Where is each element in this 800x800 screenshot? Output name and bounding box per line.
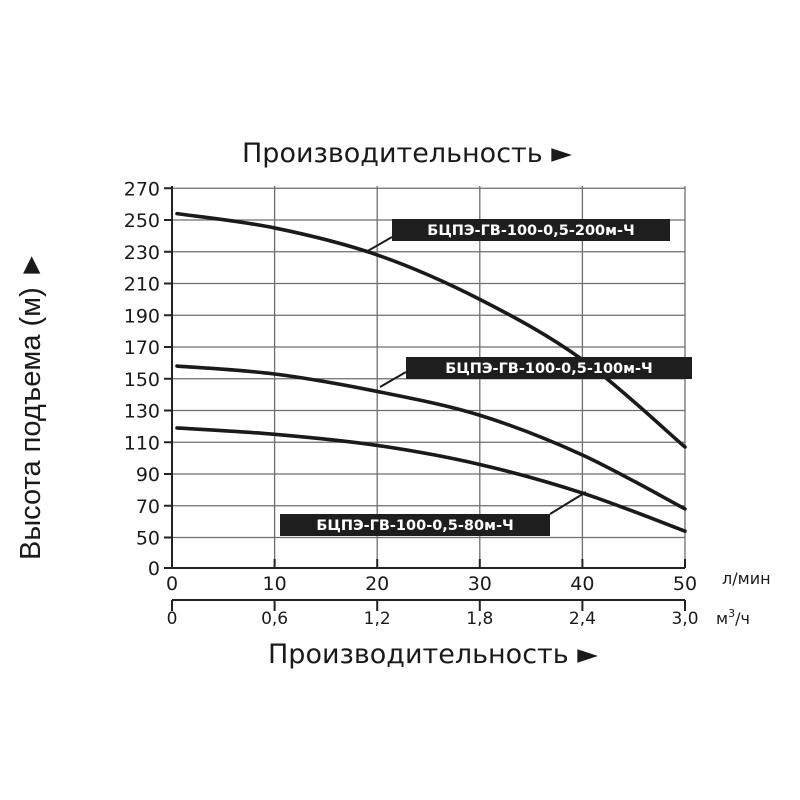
series-label-box-1 [392, 219, 670, 241]
y-tick-label: 110 [124, 432, 160, 454]
x2-unit-sup: 3 [728, 607, 735, 620]
axes [164, 186, 686, 611]
x-tick-label: 10 [263, 573, 287, 595]
x2-unit-base: м [716, 609, 728, 628]
x2-tick-label: 2,4 [569, 609, 596, 629]
x2-tick-label: 0 [167, 609, 178, 629]
series-label-1: БЦПЭ-ГВ-100-0,5-200м-Ч [427, 223, 634, 239]
x2-tick-label: 1,8 [466, 609, 493, 629]
x-unit-label: л/мин [722, 569, 771, 588]
x-tick-label: 40 [570, 573, 594, 595]
x2-tick-label: 0,6 [261, 609, 288, 629]
series-label-leader-3 [549, 491, 587, 515]
y-tick-label: 170 [124, 337, 160, 359]
x-tick-label: 50 [673, 573, 697, 595]
x2-unit-tail: /ч [735, 609, 750, 628]
series-label-leader-1 [365, 236, 393, 253]
x-tick-label: 0 [166, 573, 178, 595]
y-tick-label: 90 [136, 464, 160, 486]
series-label-2: БЦПЭ-ГВ-100-0,5-100м-Ч [445, 361, 652, 377]
y-tick-label: 130 [124, 401, 160, 423]
y-tick-label: 70 [136, 496, 160, 518]
series-label-box-2 [406, 357, 692, 379]
y-tick-label: 190 [124, 305, 160, 327]
x2-unit-label: м3/ч [716, 607, 750, 628]
x-tick-label: 20 [365, 573, 389, 595]
y-tick-label: 230 [124, 242, 160, 264]
series-line-1 [175, 211, 687, 449]
y-tick-labels: 0 50 70 90 110 130 150 170 190 210 230 250 270 [124, 178, 160, 580]
y-tick-label: 150 [124, 369, 160, 391]
y-tick-label: 50 [136, 528, 160, 550]
x2-tick-labels: 0 0,6 1,2 1,8 2,4 3,0 [167, 609, 699, 629]
y-tick-label: 270 [124, 178, 160, 200]
x2-tick-label: 1,2 [364, 609, 391, 629]
series-line-3 [175, 426, 687, 533]
x-tick-labels: 0 10 20 30 40 50 [166, 573, 697, 595]
series-label-box-3 [280, 514, 550, 536]
y-tick-label: 250 [124, 210, 160, 232]
series-labels: БЦПЭ-ГВ-100-0,5-200м-Ч БЦПЭ-ГВ-100-0,5-10… [280, 219, 692, 536]
y-axis-label: Высота подъема (м) ► [15, 250, 47, 560]
y-tick-label: 210 [124, 274, 160, 296]
x-axis-label: Производительность ► [268, 639, 598, 670]
series-label-leader-2 [379, 371, 407, 388]
series-line-2 [175, 364, 687, 511]
chart-title: Производительность ► [242, 138, 572, 169]
series-label-3: БЦПЭ-ГВ-100-0,5-80м-Ч [316, 518, 513, 534]
x-tick-label: 30 [468, 573, 492, 595]
x2-tick-label: 3,0 [671, 609, 698, 629]
y-tick-label: 0 [148, 558, 160, 580]
